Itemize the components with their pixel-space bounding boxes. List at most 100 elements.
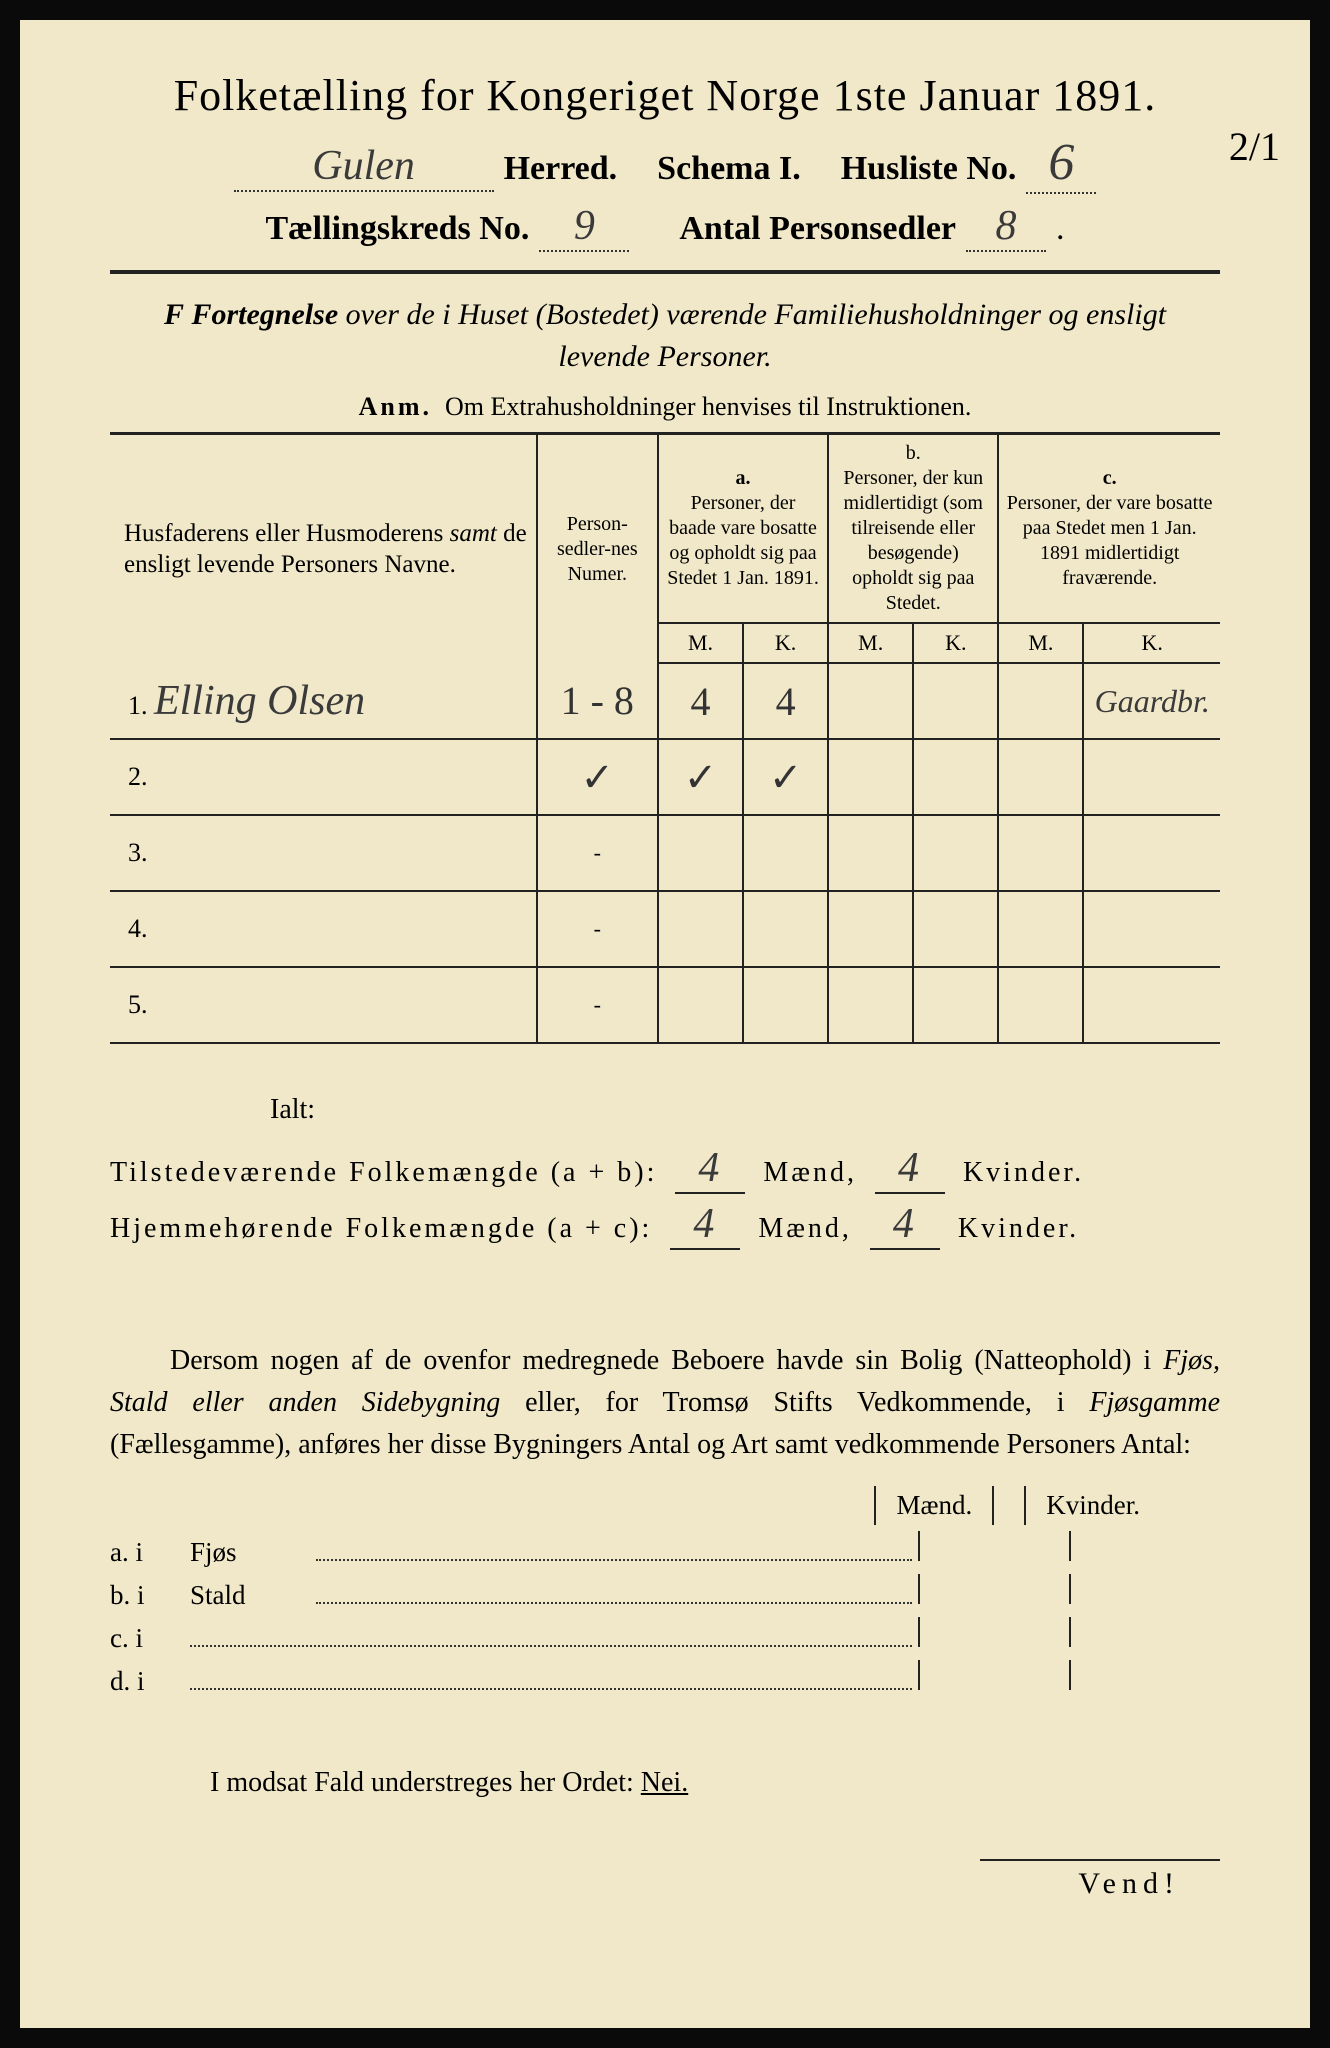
explanatory-paragraph: Dersom nogen af de ovenfor medregnede Be…	[110, 1340, 1220, 1466]
row-numer: -	[537, 891, 658, 967]
totals-line-1: Tilstedeværende Folkemængde (a + b): 4 M…	[110, 1144, 1220, 1194]
kreds-field: 9	[539, 202, 629, 252]
modsat-text: I modsat Fald understreges her Ordet:	[210, 1767, 634, 1798]
totals-block: Ialt: Tilstedeværende Folkemængde (a + b…	[110, 1094, 1220, 1250]
row-am: 4	[658, 663, 743, 739]
col-b-text: Personer, der kun midlertidigt (som tilr…	[843, 467, 983, 614]
building-mk-cells	[918, 1531, 1220, 1561]
totals-2-m: 4	[670, 1200, 740, 1250]
totals-1-k: 4	[875, 1144, 945, 1194]
row-bk	[913, 663, 998, 739]
herred-label: Herred.	[504, 150, 618, 188]
building-mk-cells	[918, 1660, 1220, 1690]
husliste-field: 6	[1026, 133, 1096, 194]
col-b-header: b. Personer, der kun midlertidigt (som t…	[828, 434, 998, 624]
kvinder-label: Kvinder.	[958, 1213, 1079, 1244]
row-num: 3.	[110, 815, 537, 891]
corner-fraction: 2/1	[1229, 123, 1280, 170]
row-numer: -	[537, 815, 658, 891]
row-bm	[828, 739, 913, 815]
col-b-k: K.	[913, 623, 998, 663]
row-bm	[828, 663, 913, 739]
ialt-title: Ialt:	[270, 1094, 1220, 1126]
antal-value: 8	[996, 203, 1017, 249]
dotted-fill	[190, 1618, 912, 1647]
main-table: Husfaderens eller Husmoderens samt de en…	[110, 432, 1220, 1044]
divider-1	[110, 270, 1220, 274]
maend-label: Mænd,	[758, 1213, 852, 1244]
row-num: 2.	[110, 739, 537, 815]
husliste-label: Husliste No.	[841, 150, 1017, 188]
census-form-page: Folketælling for Kongeriget Norge 1ste J…	[0, 0, 1330, 2048]
vend-label: Vend!	[980, 1859, 1220, 1901]
row-ak: ✓	[743, 739, 828, 815]
buildings-block: Mænd. Kvinder. a. i Fjøs b. i Stald c. i…	[110, 1486, 1220, 1697]
table-row: 2. ✓ ✓ ✓	[110, 739, 1220, 815]
row-numer: 1 - 8	[537, 663, 658, 739]
row-cm	[998, 663, 1083, 739]
row-num: 5.	[110, 967, 537, 1043]
col-a-m: M.	[658, 623, 743, 663]
subtitle: FFortegnelse over de i Huset (Bostedet) …	[150, 294, 1180, 378]
building-letter: d. i	[110, 1666, 190, 1697]
row-ck	[1083, 739, 1220, 815]
col-a-label: a.	[736, 467, 751, 489]
building-letter: a. i	[110, 1537, 190, 1568]
nei-word: Nei.	[641, 1767, 688, 1798]
building-letter: b. i	[110, 1580, 190, 1611]
col-c-k: K.	[1083, 623, 1220, 663]
row-numer: ✓	[537, 739, 658, 815]
col-c-label: c.	[1103, 467, 1117, 489]
table-row: 4. -	[110, 891, 1220, 967]
buildings-maend-label: Mænd.	[874, 1486, 994, 1525]
row-bk	[913, 739, 998, 815]
totals-label-2: Hjemmehørende Folkemængde (a + c):	[110, 1213, 652, 1244]
totals-2-k: 4	[870, 1200, 940, 1250]
kreds-value: 9	[574, 203, 595, 249]
table-row: 1. Elling Olsen 1 - 8 4 4 Gaardbr.	[110, 663, 1220, 739]
building-row: b. i Stald	[110, 1574, 1220, 1611]
row-name: Elling Olsen	[154, 678, 365, 724]
dotted-fill	[316, 1575, 912, 1604]
row-num: 4.	[110, 891, 537, 967]
row-ck: Gaardbr.	[1083, 663, 1220, 739]
totals-label-1: Tilstedeværende Folkemængde (a + b):	[110, 1157, 657, 1188]
row-ak: 4	[743, 663, 828, 739]
totals-line-2: Hjemmehørende Folkemængde (a + c): 4 Mæn…	[110, 1200, 1220, 1250]
header-row-1: Gulen Herred. Schema I. Husliste No. 6 2…	[110, 133, 1220, 194]
building-row: d. i	[110, 1660, 1220, 1697]
building-mk-cells	[918, 1574, 1220, 1604]
dotted-fill	[190, 1661, 912, 1690]
building-letter: c. i	[110, 1623, 190, 1654]
anm-note: Anm. Om Extrahusholdninger henvises til …	[110, 392, 1220, 422]
row-am: ✓	[658, 739, 743, 815]
col-a-text: Personer, der baade vare bosatte og opho…	[667, 492, 819, 589]
table-row: 5. -	[110, 967, 1220, 1043]
col-b-m: M.	[828, 623, 913, 663]
maend-label: Mænd,	[763, 1157, 857, 1188]
dotted-fill	[316, 1532, 912, 1561]
col-names-header: Husfaderens eller Husmoderens samt de en…	[110, 434, 537, 664]
building-row: a. i Fjøs	[110, 1531, 1220, 1568]
buildings-kvinder-label: Kvinder.	[1024, 1486, 1160, 1525]
husliste-value: 6	[1048, 134, 1074, 191]
totals-1-m: 4	[675, 1144, 745, 1194]
col-b-label: b.	[906, 442, 921, 464]
building-mk-cells	[918, 1617, 1220, 1647]
kvinder-label: Kvinder.	[963, 1157, 1084, 1188]
col-a-header: a. Personer, der baade vare bosatte og o…	[658, 434, 828, 624]
kreds-label: Tællingskreds No.	[265, 210, 529, 248]
table-row: 3. -	[110, 815, 1220, 891]
header-row-2: Tællingskreds No. 9 Antal Personsedler 8…	[110, 202, 1220, 252]
col-numer-header: Person-sedler-nes Numer.	[537, 434, 658, 664]
herred-field: Gulen	[234, 142, 494, 192]
antal-label: Antal Personsedler	[679, 210, 956, 248]
page-title: Folketælling for Kongeriget Norge 1ste J…	[110, 70, 1220, 121]
col-c-m: M.	[998, 623, 1083, 663]
row-numer: -	[537, 967, 658, 1043]
schema-label: Schema I.	[657, 150, 801, 188]
buildings-mk-header: Mænd. Kvinder.	[110, 1486, 1220, 1525]
building-type: Stald	[190, 1580, 310, 1611]
building-type: Fjøs	[190, 1537, 310, 1568]
antal-field: 8	[966, 202, 1046, 252]
